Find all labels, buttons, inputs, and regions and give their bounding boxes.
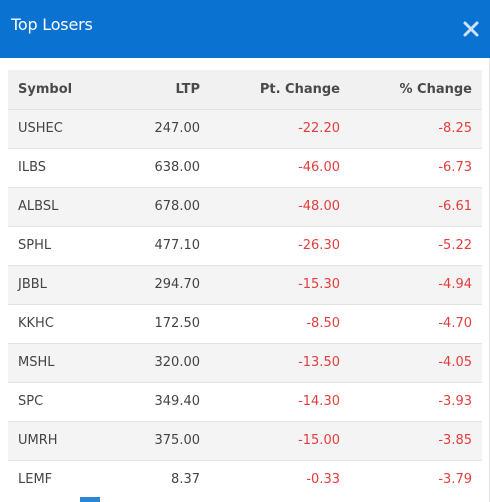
table-row[interactable]: MSHL 320.00 -13.50 -4.05 (8, 343, 482, 382)
cell-symbol: USHEC (18, 121, 63, 136)
cell-pt-change: -0.33 (306, 472, 340, 488)
cell-ltp: 294.70 (154, 277, 201, 292)
scroll-indicator[interactable] (80, 497, 100, 502)
header-symbol[interactable]: Symbol (18, 81, 73, 97)
cell-pct-change: -4.70 (438, 316, 472, 331)
table-row[interactable]: SPHL 477.10 -26.30 -5.22 (8, 226, 482, 265)
cell-pct-change: -6.73 (438, 160, 472, 175)
cell-symbol: MSHL (18, 355, 55, 370)
cell-pct-change: -5.22 (438, 238, 472, 253)
table-row[interactable]: USHEC 247.00 -22.20 -8.25 (8, 109, 482, 148)
header-ltp[interactable]: LTP (175, 81, 200, 97)
cell-symbol: LEMF (18, 472, 53, 488)
cell-symbol: UMRH (18, 433, 58, 448)
cell-symbol: SPC (18, 394, 44, 409)
cell-symbol: JBBL (18, 277, 47, 292)
cell-pct-change: -4.94 (438, 277, 472, 292)
header-pct-change[interactable]: % Change (399, 81, 473, 97)
cell-symbol: KKHC (18, 316, 54, 331)
losers-table-container: Symbol LTP Pt. Change % Change USHEC 247.… (8, 70, 482, 499)
cell-symbol: ILBS (18, 160, 47, 175)
cell-ltp: 638.00 (154, 160, 201, 175)
modal-title: Top Losers (11, 15, 93, 34)
cell-pct-change: -3.79 (438, 472, 472, 488)
cell-pt-change: -26.30 (298, 238, 340, 253)
cell-pt-change: -13.50 (298, 355, 340, 370)
modal-header: Top Losers (0, 0, 490, 58)
cell-ltp: 172.50 (154, 316, 201, 331)
table-row[interactable]: ALBSL 678.00 -48.00 -6.61 (8, 187, 482, 226)
losers-table: Symbol LTP Pt. Change % Change USHEC 247.… (8, 70, 482, 499)
cell-symbol: ALBSL (18, 199, 59, 214)
cell-ltp: 477.10 (154, 238, 201, 253)
cell-pt-change: -22.20 (298, 121, 340, 136)
table-row[interactable]: ILBS 638.00 -46.00 -6.73 (8, 148, 482, 187)
cell-ltp: 8.37 (171, 472, 200, 488)
cell-pt-change: -15.00 (298, 433, 340, 448)
cell-ltp: 349.40 (154, 394, 201, 409)
cell-ltp: 320.00 (154, 355, 201, 370)
cell-pt-change: -15.30 (298, 277, 340, 292)
cell-pct-change: -3.93 (438, 394, 472, 409)
table-body: USHEC 247.00 -22.20 -8.25 ILBS 638.00 -46.00 -6… (8, 109, 482, 499)
close-icon (463, 21, 479, 37)
cell-ltp: 375.00 (154, 433, 201, 448)
cell-pct-change: -3.85 (438, 433, 472, 448)
cell-pct-change: -4.05 (438, 355, 472, 370)
cell-symbol: SPHL (18, 238, 52, 253)
table-row[interactable]: LEMF 8.37 -0.33 -3.79 (8, 460, 482, 499)
table-header-row: Symbol LTP Pt. Change % Change (8, 70, 482, 109)
cell-pt-change: -46.00 (298, 160, 340, 175)
table-row[interactable]: UMRH 375.00 -15.00 -3.85 (8, 421, 482, 460)
cell-pct-change: -6.61 (438, 199, 472, 214)
table-row[interactable]: SPC 349.40 -14.30 -3.93 (8, 382, 482, 421)
cell-pt-change: -8.50 (306, 316, 340, 331)
cell-pt-change: -14.30 (298, 394, 340, 409)
cell-pt-change: -48.00 (298, 199, 340, 214)
table-row[interactable]: JBBL 294.70 -15.30 -4.94 (8, 265, 482, 304)
close-button[interactable] (462, 20, 480, 38)
cell-pct-change: -8.25 (438, 121, 472, 136)
cell-ltp: 678.00 (154, 199, 201, 214)
table-row[interactable]: KKHC 172.50 -8.50 -4.70 (8, 304, 482, 343)
header-pt-change[interactable]: Pt. Change (259, 81, 340, 97)
cell-ltp: 247.00 (154, 121, 201, 136)
